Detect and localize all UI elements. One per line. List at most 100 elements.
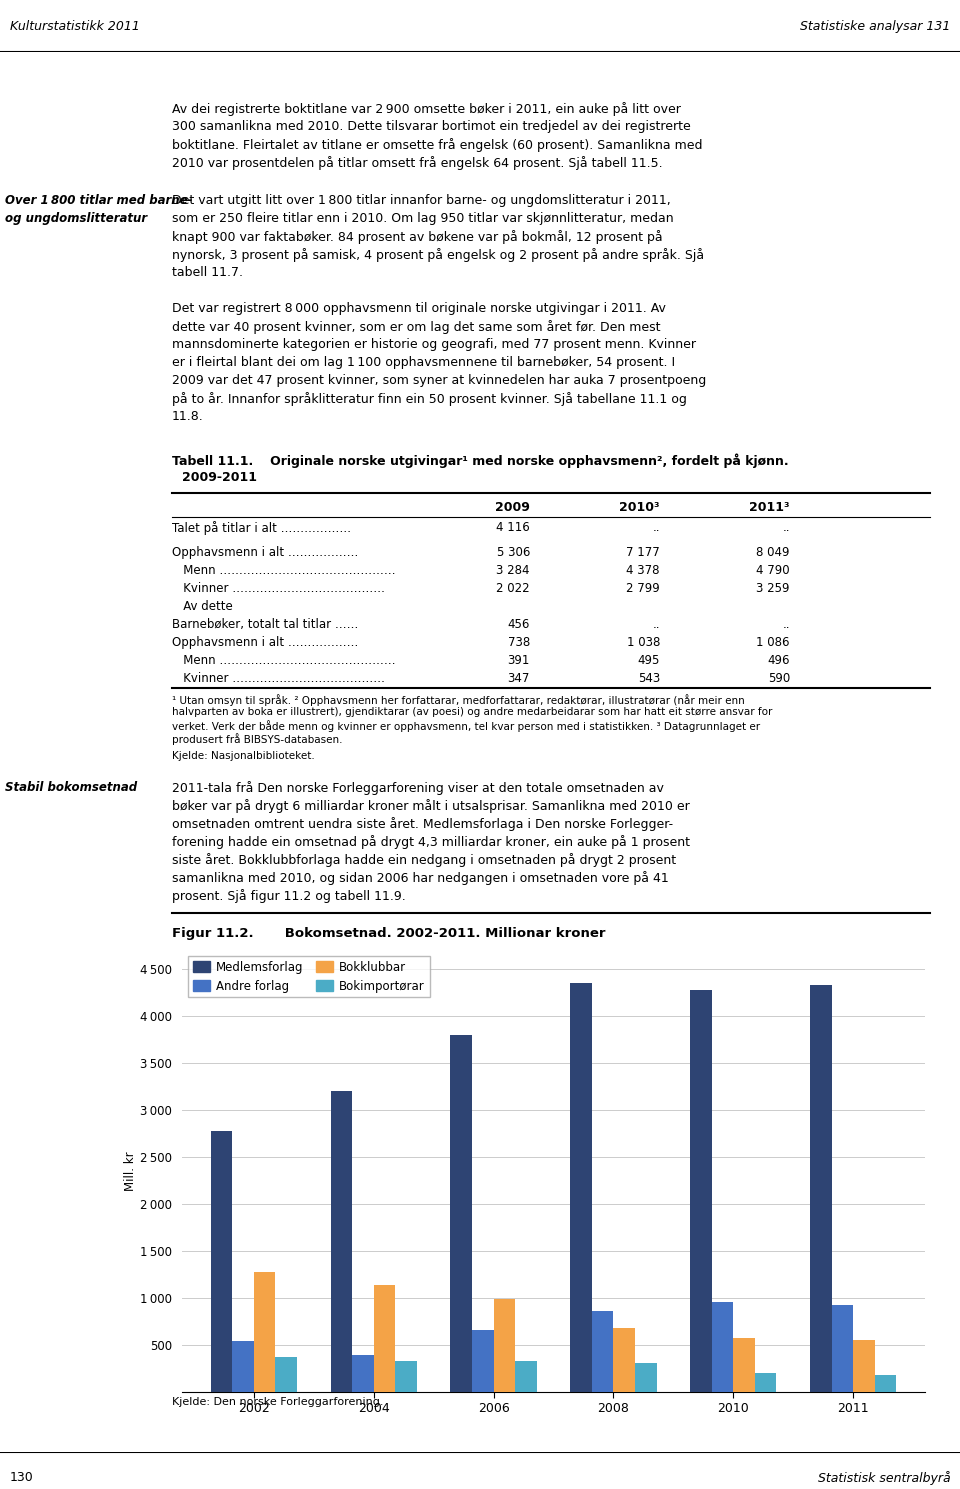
Text: Over 1 800 titlar med barne-: Over 1 800 titlar med barne- (5, 194, 193, 207)
Bar (232, 1340, 253, 1392)
Bar (493, 1298, 516, 1392)
Bar (733, 1339, 755, 1392)
Text: halvparten av boka er illustrert), gjendiktarar (av poesi) og andre medarbeidara: halvparten av boka er illustrert), gjend… (172, 707, 773, 718)
Text: 738: 738 (508, 636, 530, 649)
Text: 2 799: 2 799 (626, 582, 660, 596)
Text: bøker var på drygt 6 milliardar kroner målt i utsalsprisar. Samanlikna med 2010 : bøker var på drygt 6 milliardar kroner m… (172, 800, 689, 813)
Text: er i fleirtal blant dei om lag 1 100 opphavsmennene til barnebøker, 54 prosent. : er i fleirtal blant dei om lag 1 100 opp… (172, 356, 675, 369)
Bar (516, 1361, 537, 1392)
Text: mannsdominerte kategorien er historie og geografi, med 77 prosent menn. Kvinner: mannsdominerte kategorien er historie og… (172, 338, 696, 351)
Text: Statistiske analysar 131: Statistiske analysar 131 (800, 19, 950, 33)
Text: samanlikna med 2010, og sidan 2006 har nedgangen i omsetnaden vore på 41: samanlikna med 2010, og sidan 2006 har n… (172, 871, 669, 884)
Bar (831, 1306, 853, 1392)
Text: Kulturstatistikk 2011: Kulturstatistikk 2011 (10, 19, 139, 33)
Bar (755, 1373, 777, 1392)
Bar (592, 1310, 613, 1392)
Text: 2010³: 2010³ (619, 500, 660, 514)
Text: Det var registrert 8 000 opphavsmenn til originale norske utgivingar i 2011. Av: Det var registrert 8 000 opphavsmenn til… (172, 302, 666, 316)
Text: 5 306: 5 306 (496, 546, 530, 560)
Text: Statistisk sentralbyrå: Statistisk sentralbyrå (818, 1471, 950, 1485)
Bar (330, 1091, 352, 1392)
Text: prosent. Sjå figur 11.2 og tabell 11.9.: prosent. Sjå figur 11.2 og tabell 11.9. (172, 889, 406, 904)
Bar (253, 1273, 276, 1392)
Bar (853, 1340, 875, 1392)
Text: 1 086: 1 086 (756, 636, 790, 649)
Text: Stabil bokomsetnad: Stabil bokomsetnad (5, 782, 137, 794)
Legend: Medlemsforlag, Andre forlag, Bokklubbar, Bokimportørar: Medlemsforlag, Andre forlag, Bokklubbar,… (188, 956, 430, 998)
Text: 543: 543 (637, 672, 660, 685)
Text: 347: 347 (508, 672, 530, 685)
Y-axis label: Mill. kr: Mill. kr (125, 1151, 137, 1191)
Text: verket. Verk der både menn og kvinner er opphavsmenn, tel kvar person med i stat: verket. Verk der både menn og kvinner er… (172, 721, 760, 733)
Text: Kjelde: Nasjonalbiblioteket.: Kjelde: Nasjonalbiblioteket. (172, 750, 315, 761)
Text: Opphavsmenn i alt ………………: Opphavsmenn i alt ……………… (172, 546, 358, 560)
Text: 2009-2011: 2009-2011 (182, 471, 257, 484)
Text: 1 038: 1 038 (627, 636, 660, 649)
Bar (875, 1376, 897, 1392)
Text: Menn ………………………………………: Menn ……………………………………… (172, 654, 396, 667)
Text: 2009 var det 47 prosent kvinner, som syner at kvinnedelen har auka 7 prosentpoen: 2009 var det 47 prosent kvinner, som syn… (172, 374, 707, 387)
Text: Opphavsmenn i alt ………………: Opphavsmenn i alt ……………… (172, 636, 358, 649)
Bar (690, 990, 711, 1392)
Text: boktitlane. Fleirtalet av titlane er omsette frå engelsk (60 prosent). Samanlikn: boktitlane. Fleirtalet av titlane er oms… (172, 138, 703, 152)
Text: nynorsk, 3 prosent på samisk, 4 prosent på engelsk og 2 prosent på andre språk. : nynorsk, 3 prosent på samisk, 4 prosent … (172, 249, 704, 262)
Bar (211, 1130, 232, 1392)
Text: Tabell 11.1.  Originale norske utgivingar¹ med norske opphavsmenn², fordelt på k: Tabell 11.1. Originale norske utgivingar… (172, 453, 788, 468)
Bar (613, 1328, 635, 1392)
Text: Menn ………………………………………: Menn ……………………………………… (172, 564, 396, 578)
Text: 3 259: 3 259 (756, 582, 790, 596)
Text: 495: 495 (637, 654, 660, 667)
Bar (450, 1035, 472, 1392)
Text: på to år. Innanfor språklitteratur finn ein 50 prosent kvinner. Sjå tabellane 11: på to år. Innanfor språklitteratur finn … (172, 392, 686, 406)
Text: 8 049: 8 049 (756, 546, 790, 560)
Text: Av dette: Av dette (172, 600, 232, 613)
Text: omsetnaden omtrent uendra siste året. Medlemsforlaga i Den norske Forlegger-: omsetnaden omtrent uendra siste året. Me… (172, 817, 673, 831)
Text: 496: 496 (767, 654, 790, 667)
Bar (711, 1301, 733, 1392)
Text: 11.8.: 11.8. (172, 409, 204, 423)
Bar (276, 1358, 297, 1392)
Text: Kjelde: Den norske Forleggarforening.: Kjelde: Den norske Forleggarforening. (172, 1397, 383, 1407)
Text: siste året. Bokklubbforlaga hadde ein nedgang i omsetnaden på drygt 2 prosent: siste året. Bokklubbforlaga hadde ein ne… (172, 853, 676, 867)
Text: forening hadde ein omsetnad på drygt 4,3 milliardar kroner, ein auke på 1 prosen: forening hadde ein omsetnad på drygt 4,3… (172, 835, 690, 849)
Text: Kvinner …………………………………: Kvinner ………………………………… (172, 582, 385, 596)
Text: produsert frå BIBSYS-databasen.: produsert frå BIBSYS-databasen. (172, 733, 343, 744)
Text: 7 177: 7 177 (626, 546, 660, 560)
Text: ..: .. (782, 618, 790, 631)
Text: Barnebøker, totalt tal titlar ……: Barnebøker, totalt tal titlar …… (172, 618, 358, 631)
Text: 130: 130 (10, 1471, 34, 1485)
Text: ..: .. (782, 521, 790, 535)
Text: ..: .. (653, 521, 660, 535)
Text: Figur 11.2.   Bokomsetnad. 2002-2011. Millionar kroner: Figur 11.2. Bokomsetnad. 2002-2011. Mill… (172, 928, 606, 940)
Text: ¹ Utan omsyn til språk. ² Opphavsmenn her forfattarar, medforfattarar, redaktøra: ¹ Utan omsyn til språk. ² Opphavsmenn he… (172, 694, 745, 706)
Text: og ungdomslitteratur: og ungdomslitteratur (5, 211, 147, 225)
Text: 456: 456 (508, 618, 530, 631)
Text: 391: 391 (508, 654, 530, 667)
Text: ..: .. (653, 618, 660, 631)
Text: 590: 590 (768, 672, 790, 685)
Text: dette var 40 prosent kvinner, som er om lag det same som året før. Den mest: dette var 40 prosent kvinner, som er om … (172, 320, 660, 334)
Text: 4 790: 4 790 (756, 564, 790, 578)
Bar (352, 1355, 373, 1392)
Bar (396, 1361, 417, 1392)
Text: Talet på titlar i alt ………………: Talet på titlar i alt ……………… (172, 521, 351, 535)
Bar (635, 1362, 657, 1392)
Text: 4 116: 4 116 (496, 521, 530, 535)
Text: tabell 11.7.: tabell 11.7. (172, 267, 243, 278)
Bar (570, 983, 592, 1392)
Text: 2009: 2009 (495, 500, 530, 514)
Text: 300 samanlikna med 2010. Dette tilsvarar bortimot ein tredjedel av dei registrer: 300 samanlikna med 2010. Dette tilsvarar… (172, 121, 691, 133)
Text: Det vart utgitt litt over 1 800 titlar innanfor barne- og ungdomslitteratur i 20: Det vart utgitt litt over 1 800 titlar i… (172, 194, 671, 207)
Bar (810, 984, 831, 1392)
Text: 4 378: 4 378 (627, 564, 660, 578)
Text: som er 250 fleire titlar enn i 2010. Om lag 950 titlar var skjønnlitteratur, med: som er 250 fleire titlar enn i 2010. Om … (172, 211, 674, 225)
Text: Kvinner …………………………………: Kvinner ………………………………… (172, 672, 385, 685)
Text: 2 022: 2 022 (496, 582, 530, 596)
Text: 2011³: 2011³ (750, 500, 790, 514)
Text: 2010 var prosentdelen på titlar omsett frå engelsk 64 prosent. Sjå tabell 11.5.: 2010 var prosentdelen på titlar omsett f… (172, 156, 662, 170)
Text: Av dei registrerte boktitlane var 2 900 omsette bøker i 2011, ein auke på litt o: Av dei registrerte boktitlane var 2 900 … (172, 103, 681, 116)
Text: 2011-tala frå Den norske Forleggarforening viser at den totale omsetnaden av: 2011-tala frå Den norske Forleggarforeni… (172, 782, 664, 795)
Text: knapt 900 var faktabøker. 84 prosent av bøkene var på bokmål, 12 prosent på: knapt 900 var faktabøker. 84 prosent av … (172, 231, 662, 244)
Text: 3 284: 3 284 (496, 564, 530, 578)
Bar (472, 1330, 493, 1392)
